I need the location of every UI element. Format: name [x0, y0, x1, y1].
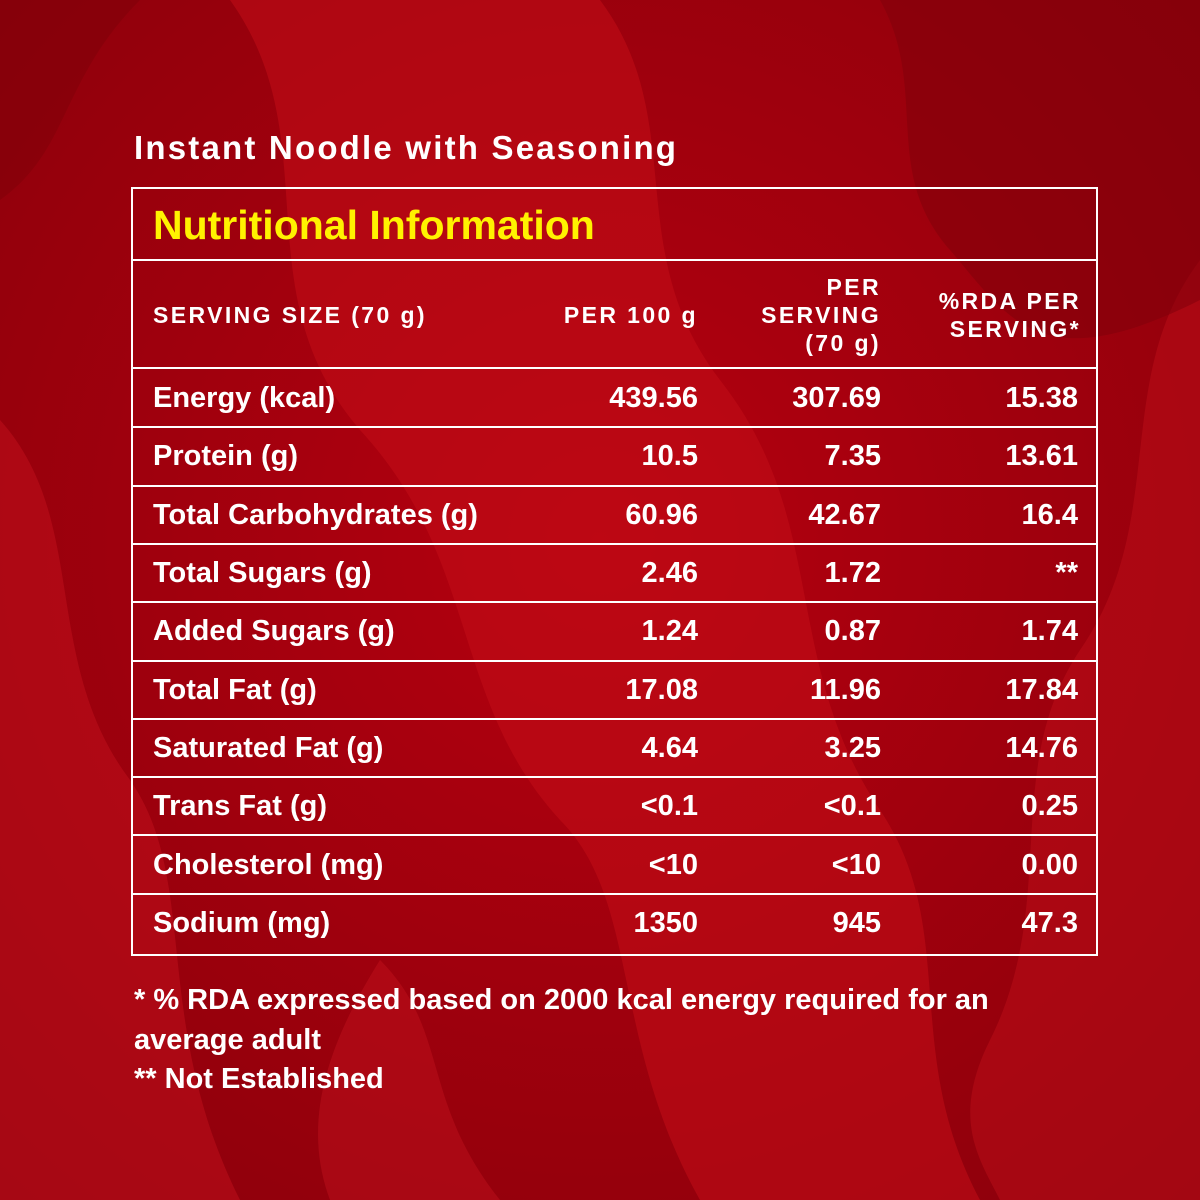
rda-value: 0.00: [1021, 849, 1078, 881]
per-serving-value: 3.25: [824, 732, 881, 764]
header-divider: [133, 367, 1096, 369]
nutrient-name: Total Sugars (g): [153, 557, 372, 589]
header-per-serving-2: SERVING: [761, 302, 881, 328]
per-serving-value: 1.72: [824, 557, 881, 589]
rda-value: 47.3: [1021, 907, 1078, 939]
footnote-rda: * % RDA expressed based on 2000 kcal ene…: [134, 984, 989, 1016]
rda-value: 0.25: [1021, 790, 1078, 822]
rda-value: 17.84: [1005, 674, 1078, 706]
rda-value: 15.38: [1005, 382, 1078, 414]
row-divider: [133, 601, 1096, 603]
per-serving-value: <10: [831, 849, 881, 881]
product-name: Instant Noodle with Seasoning: [134, 129, 679, 166]
rda-value: 16.4: [1021, 499, 1078, 531]
per-serving-value: 42.67: [808, 499, 881, 531]
row-divider: [133, 834, 1096, 836]
nutrition-panel: Nutritional Information SERVING SIZE (70…: [131, 187, 1098, 956]
rda-value: 13.61: [1005, 440, 1078, 472]
per-serving-value: 945: [832, 907, 881, 939]
row-divider: [133, 660, 1096, 662]
header-rda-2: SERVING*: [949, 316, 1081, 342]
nutrient-name: Protein (g): [153, 440, 298, 472]
per-serving-value: 7.35: [824, 440, 881, 472]
footnote-rda-cont: average adult: [134, 1024, 321, 1056]
nutrient-name: Total Fat (g): [153, 674, 317, 706]
nutrient-name: Added Sugars (g): [153, 615, 395, 647]
header-per-serving-1: PER: [826, 274, 881, 300]
row-divider: [133, 776, 1096, 778]
nutrient-name: Saturated Fat (g): [153, 732, 384, 764]
footnote-not-established: ** Not Established: [134, 1063, 384, 1095]
header-serving-size: SERVING SIZE (70 g): [153, 302, 427, 328]
per-100g-value: 60.96: [625, 499, 698, 531]
rda-value: 14.76: [1005, 732, 1078, 764]
per-100g-value: 1.24: [641, 615, 698, 647]
rda-value: **: [1055, 557, 1078, 589]
header-per-serving-3: (70 g): [805, 330, 881, 356]
per-100g-value: 4.64: [641, 732, 698, 764]
row-divider: [133, 893, 1096, 895]
rda-value: 1.74: [1021, 615, 1078, 647]
per-serving-value: 11.96: [810, 674, 881, 706]
header-rda-1: %RDA PER: [938, 288, 1081, 314]
nutrient-name: Energy (kcal): [153, 382, 336, 414]
nutrient-name: Trans Fat (g): [153, 790, 328, 822]
nutrient-name: Sodium (mg): [153, 907, 331, 939]
per-serving-value: 307.69: [792, 382, 881, 414]
per-serving-value: <0.1: [823, 790, 881, 822]
row-divider: [133, 718, 1096, 720]
panel-title: Nutritional Information: [153, 202, 595, 248]
per-100g-value: 439.56: [609, 382, 698, 414]
nutrient-name: Cholesterol (mg): [153, 849, 384, 881]
row-divider: [133, 426, 1096, 428]
per-100g-value: 2.46: [641, 557, 698, 589]
nutrient-name: Total Carbohydrates (g): [153, 499, 478, 531]
header-per-100g: PER 100 g: [563, 302, 698, 328]
title-divider: [133, 259, 1096, 261]
row-divider: [133, 543, 1096, 545]
per-100g-value: <10: [648, 849, 698, 881]
per-100g-value: 17.08: [625, 674, 698, 706]
row-divider: [133, 485, 1096, 487]
per-100g-value: <0.1: [640, 790, 698, 822]
per-100g-value: 10.5: [641, 440, 698, 472]
per-100g-value: 1350: [633, 907, 698, 939]
per-serving-value: 0.87: [824, 615, 881, 647]
